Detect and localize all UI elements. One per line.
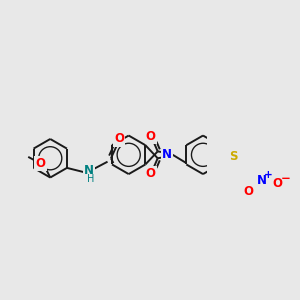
Text: N: N	[257, 175, 267, 188]
Text: −: −	[281, 172, 291, 185]
Text: N: N	[162, 148, 172, 161]
Text: H: H	[87, 174, 94, 184]
Text: N: N	[84, 164, 94, 177]
Text: O: O	[114, 133, 124, 146]
Text: O: O	[272, 177, 283, 190]
Text: S: S	[229, 150, 238, 163]
Text: +: +	[263, 170, 272, 181]
Text: O: O	[146, 130, 156, 143]
Text: O: O	[36, 157, 46, 170]
Text: O: O	[244, 185, 254, 199]
Text: O: O	[146, 167, 156, 180]
